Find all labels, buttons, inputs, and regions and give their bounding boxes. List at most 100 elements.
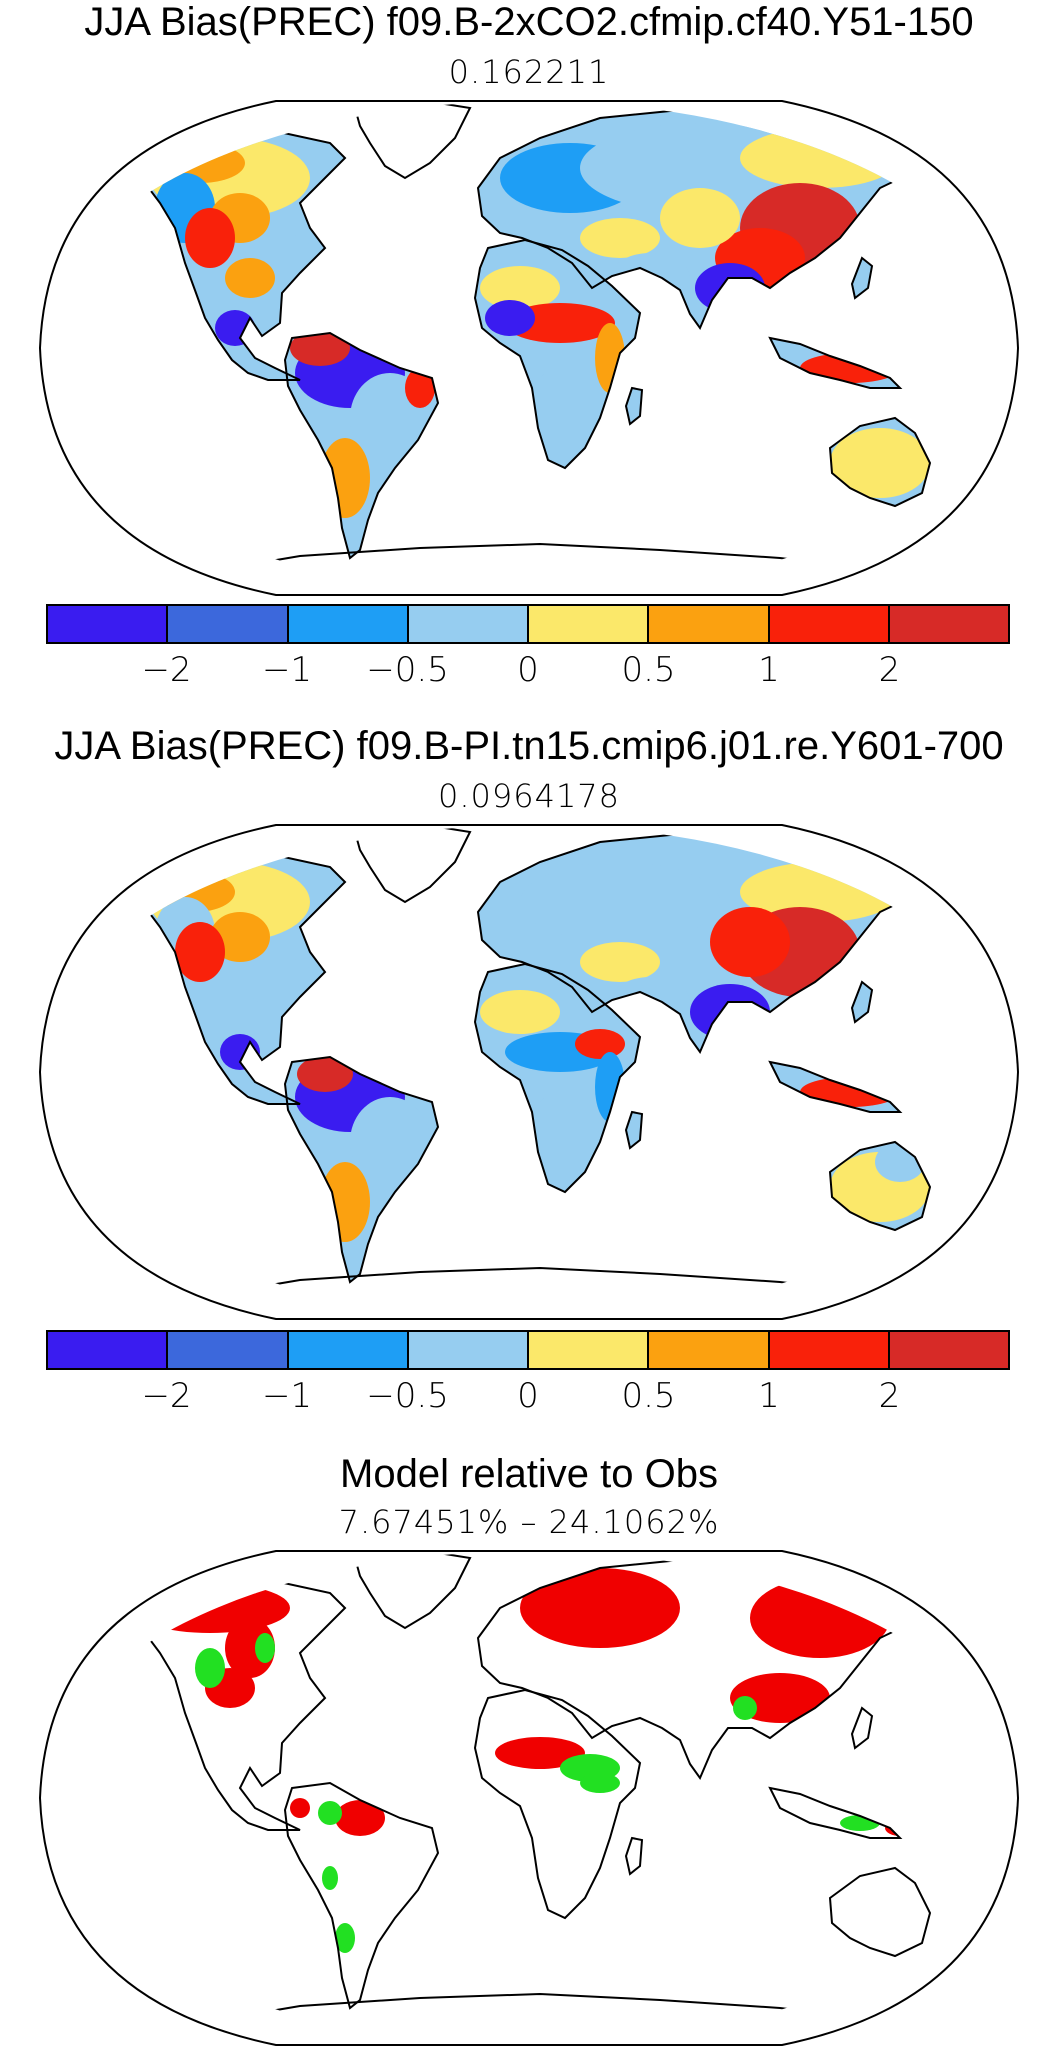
colorbar-box: [168, 606, 289, 642]
colorbar-box: [408, 606, 529, 642]
coastline-madagascar: [624, 386, 644, 426]
coastline-japan: [850, 1706, 874, 1750]
colorbar-tick-label: 1: [758, 1376, 780, 1416]
panel-1-colorbar-labels: −2 −1 −0.5 0 0.5 1 2: [46, 650, 1010, 690]
bias-region: [215, 310, 255, 346]
coastline-greenland: [353, 825, 472, 904]
coastline-northAmerica: [117, 126, 347, 381]
bias-region: [520, 862, 720, 942]
coastline-africa: [473, 962, 642, 1194]
bias-region: [580, 1773, 620, 1793]
bias-region: [660, 188, 740, 248]
bias-region: [495, 1737, 585, 1769]
map-frame: [38, 100, 1020, 596]
bias-region: [225, 258, 275, 298]
coastline-indonesia: [768, 1786, 903, 1839]
coastline-japan: [850, 256, 874, 300]
panel-1-subtitle: 0.162211: [448, 53, 610, 91]
bias-region: [480, 990, 560, 1034]
panel-3-map: [38, 1550, 1020, 2046]
panel-1-colorbar: [46, 604, 1010, 644]
bias-region: [800, 353, 900, 383]
bias-region: [320, 1162, 370, 1242]
bias-region: [575, 1029, 625, 1059]
colorbar-box: [769, 1332, 890, 1368]
panel-2-colorbar: [46, 1330, 1010, 1370]
bias-region: [530, 1087, 610, 1177]
land-fill-nz: [935, 1222, 960, 1252]
bias-region: [290, 1798, 310, 1818]
colorbar-tick-label: −2: [141, 650, 192, 690]
bias-region: [805, 1723, 835, 1753]
colorbar-tick-label: 0: [517, 1376, 539, 1416]
panel-1-map: [38, 100, 1020, 596]
colorbar-box: [168, 1332, 289, 1368]
bias-region: [255, 1633, 275, 1663]
colorbar-tick-label: 0.5: [621, 650, 676, 690]
colorbar-box: [649, 606, 770, 642]
coastline-northAmerica: [117, 850, 347, 1105]
coastline-antarctica: [149, 1266, 981, 1319]
coastline-greenland: [353, 101, 472, 180]
colorbar-tick-label: −1: [261, 650, 313, 690]
bias-region: [580, 218, 660, 258]
colorbar-tick-label: 0: [517, 650, 539, 690]
panel-2-subtitle: 0.0964178: [437, 777, 621, 815]
bias-region: [740, 128, 900, 188]
bias-region: [752, 1754, 788, 1782]
panel-2-map: [38, 824, 1020, 1320]
bias-region: [245, 957, 315, 1007]
colorbar-box: [649, 1332, 770, 1368]
colorbar-box: [48, 606, 169, 642]
coastline-antarctica: [149, 542, 981, 595]
bias-region: [580, 942, 660, 982]
map-frame: [38, 824, 1020, 1320]
colorbar-box: [288, 606, 409, 642]
coastline-japan: [850, 980, 874, 1024]
bias-region: [290, 330, 350, 366]
bias-region: [155, 143, 245, 183]
bias-region: [695, 263, 765, 313]
colorbar-box: [889, 606, 1008, 642]
bias-region: [800, 1077, 900, 1107]
coastline-africa: [473, 238, 642, 470]
coastline-madagascar: [624, 1836, 644, 1876]
bias-region: [530, 363, 610, 453]
coastline-indonesia: [768, 1060, 903, 1113]
bias-region: [520, 1568, 680, 1648]
coastline-australia: [828, 1140, 932, 1232]
bias-region: [733, 1696, 757, 1720]
colorbar-box: [408, 1332, 529, 1368]
bias-region: [595, 323, 625, 393]
colorbar-tick-label: −2: [141, 1376, 192, 1416]
panel-2-title: JJA Bias(PREC) f09.B-PI.tn15.cmip6.j01.r…: [54, 724, 1004, 768]
coastline-northAmerica: [117, 1576, 347, 1831]
colorbar-box: [889, 1332, 1008, 1368]
land-fill-nz: [935, 498, 960, 528]
panel-1-title: JJA Bias(PREC) f09.B-2xCO2.cfmip.cf40.Y5…: [84, 0, 974, 44]
panel-2-colorbar-labels: −2 −1 −0.5 0 0.5 1 2: [46, 1376, 1010, 1416]
bias-region: [297, 1056, 353, 1092]
coastline-australia: [828, 416, 932, 508]
colorbar-box: [529, 606, 650, 642]
bias-region: [320, 438, 370, 518]
coastline-southAmerica: [283, 1781, 440, 2010]
bias-region: [335, 1800, 385, 1836]
colorbar-box: [769, 606, 890, 642]
bias-region: [195, 1648, 225, 1688]
bias-region: [210, 912, 270, 962]
colorbar-tick-label: 0.5: [621, 1376, 676, 1416]
bias-region: [335, 1923, 355, 1953]
colorbar-box: [48, 1332, 169, 1368]
bias-region: [220, 1034, 260, 1070]
coastline-antarctica: [149, 1992, 981, 2045]
colorbar-tick-label: 1: [758, 650, 780, 690]
coastline-greenland: [353, 1551, 472, 1630]
bias-region: [318, 1801, 342, 1825]
coastline-africa: [473, 1688, 642, 1920]
coastline-nz: [933, 1946, 962, 1980]
coastline-nz: [933, 496, 962, 530]
colorbar-box: [288, 1332, 409, 1368]
colorbar-tick-label: 2: [878, 650, 901, 690]
colorbar-tick-label: 2: [878, 1376, 901, 1416]
